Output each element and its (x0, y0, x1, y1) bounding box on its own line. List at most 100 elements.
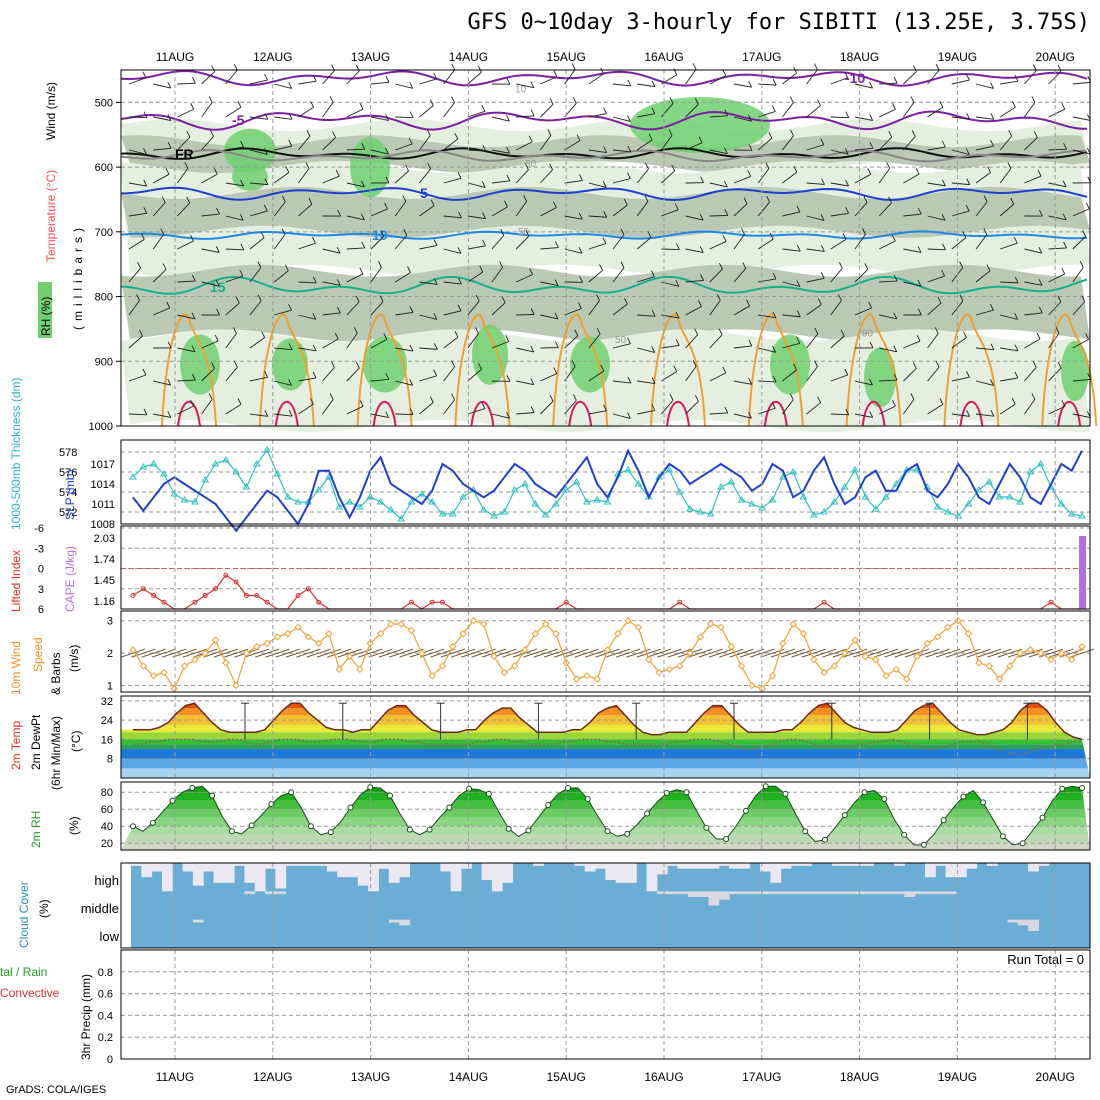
wind-barb (612, 234, 625, 250)
wind10m-barb (244, 648, 269, 658)
lifted-index-point (316, 599, 322, 605)
wind10m-barb (956, 648, 981, 658)
wind-barb-flag (1011, 397, 1016, 405)
rh2m-point (1059, 785, 1066, 792)
wind-barb-flag (796, 280, 801, 287)
wind-barb (830, 267, 843, 283)
thickness-point (717, 483, 725, 490)
rh-high-blob (363, 336, 407, 393)
wind-barb-flag (140, 233, 145, 240)
cloud-bar-high (667, 863, 679, 866)
chart-title: GFS 0~10day 3-hourly for SIBITI (13.25E,… (467, 10, 1090, 35)
wind-barb (322, 137, 336, 151)
wind-barb (540, 281, 559, 287)
wind-barb-flag (554, 279, 559, 286)
wind-barb-flag (481, 402, 486, 409)
wind-barb (274, 83, 292, 89)
rh-tick-label: 60 (101, 804, 113, 816)
wind-barb (128, 300, 140, 316)
wind-barb (637, 347, 655, 353)
wind10m-point (975, 659, 983, 667)
wind10m-point (944, 623, 952, 631)
wind-barb-flag (451, 96, 455, 103)
wind-barb (419, 347, 438, 350)
wind-barb-flag (288, 113, 293, 120)
rh2m-point (980, 799, 987, 806)
wind-barb (298, 281, 317, 284)
wind-barb-flag (312, 276, 317, 284)
isotherm-20-lobe (943, 313, 1000, 427)
wind-barb-flag (917, 246, 922, 253)
wind10m-point (964, 629, 973, 638)
wind-barb-flag (161, 196, 166, 203)
wind-barb-flag (506, 375, 511, 382)
cloud-bar-high (399, 863, 410, 878)
rh2m-point (703, 824, 710, 831)
wind-barb-flag (965, 148, 970, 155)
wind-barb-flag (724, 147, 728, 154)
wind-barb-flag (160, 228, 165, 235)
wind-barb (1072, 208, 1090, 217)
wind-barb (1000, 347, 1019, 352)
thickness-point (376, 498, 385, 505)
cloud-bar-middle (790, 891, 802, 895)
thickness-point (490, 512, 498, 519)
wind-barb (709, 75, 726, 85)
wind-barb-flag (553, 70, 558, 77)
isotherm-20-lobe (161, 313, 217, 427)
wind-barb (709, 268, 723, 283)
cloud-bar-high (625, 863, 637, 883)
rh2m-point (466, 785, 473, 792)
wind-barb-flag (409, 306, 414, 313)
wind-barb (370, 81, 389, 85)
wind-barb-flag (817, 99, 821, 106)
wind-barb-flag (700, 176, 704, 183)
wind-barb-flag (355, 295, 360, 303)
upper-air-panel: 500 600 700 800 900 1000 -10 -5 FR 5 10 15 10 50 50 50 9… (89, 63, 1098, 433)
wind-barb-flag (1033, 131, 1038, 138)
wind-barb-flag (603, 107, 607, 114)
cloud-bar-middle (687, 891, 699, 897)
wind-barb (757, 238, 774, 250)
wind-barb (152, 234, 165, 250)
slp-tick-label: 1014 (91, 479, 115, 491)
wind-barb (394, 234, 408, 250)
wind-barb-flag (917, 279, 922, 287)
wind-barb (709, 241, 727, 250)
wind10m-point (304, 633, 313, 641)
wind-barb-flag (748, 339, 753, 347)
wind-barb (806, 69, 818, 85)
wind-barb-flag (814, 327, 819, 335)
wind10m-barb (265, 648, 290, 658)
wind-barb (612, 204, 628, 217)
wind-barb-flag (748, 378, 753, 385)
wind10m-barb (873, 648, 899, 658)
rh2m-point (406, 826, 413, 833)
wind10m-point (273, 633, 282, 641)
wind-barb (1072, 301, 1086, 316)
wind-barb-flag (312, 344, 317, 352)
wind-barb-flag (359, 102, 364, 110)
wind-barb-flag (718, 328, 723, 336)
wind-barb-flag (772, 375, 777, 383)
temp-tick-label: 32 (101, 696, 113, 708)
wind-barb-flag (1063, 241, 1067, 249)
wind-barb (225, 146, 244, 151)
date-label-bottom: 18AUG (840, 1070, 879, 1084)
wind-barb-flag (405, 164, 409, 172)
wind10m-barb (450, 648, 476, 658)
wind-barb-flag (263, 204, 268, 212)
isotherm-line (120, 110, 1087, 131)
wind-barb (249, 413, 268, 417)
wind-barb (516, 412, 535, 415)
wind-barb-flag (433, 278, 438, 285)
wind-barb (346, 182, 365, 188)
thickness-point (789, 468, 798, 475)
wind10m-point (614, 629, 622, 638)
wind-barb (249, 116, 268, 120)
cloud-bar-high (605, 863, 617, 880)
wind-barb-flag (891, 234, 896, 242)
wind10m-point (180, 662, 189, 670)
wind-barb-flag (990, 82, 994, 89)
wind10m-barb (223, 648, 249, 658)
